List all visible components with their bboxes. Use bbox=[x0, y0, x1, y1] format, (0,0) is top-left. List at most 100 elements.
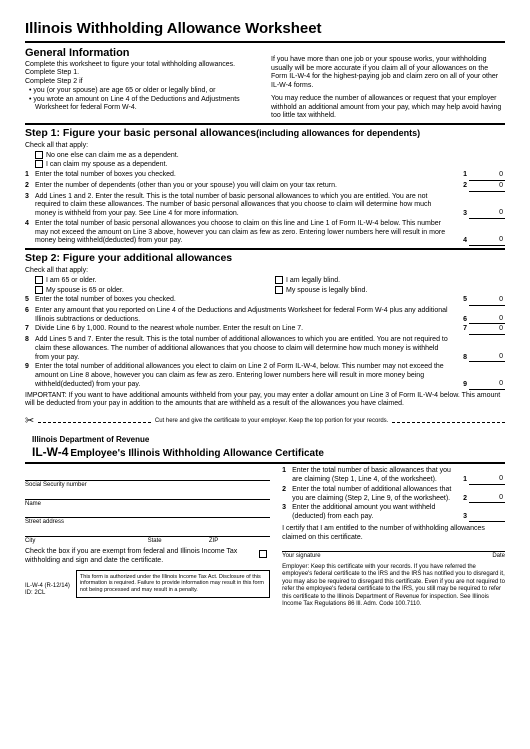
line-value[interactable]: 0 bbox=[469, 325, 505, 335]
page-title: Illinois Withholding Allowance Worksheet bbox=[25, 20, 505, 39]
line-num-r: 1 bbox=[457, 476, 467, 485]
line-value[interactable] bbox=[469, 521, 505, 522]
line-num-r: 2 bbox=[457, 495, 467, 504]
line-num-r: 8 bbox=[457, 354, 467, 363]
line-text: Enter any amount that you reported on Li… bbox=[35, 307, 457, 325]
line-num-r: 6 bbox=[457, 316, 467, 325]
divider bbox=[25, 248, 505, 250]
line-text: Enter the total number of boxes you chec… bbox=[35, 296, 457, 305]
exempt-text: Check the box if you are exempt from fed… bbox=[25, 548, 253, 566]
line-value[interactable]: 0 bbox=[469, 296, 505, 306]
city-field[interactable]: City bbox=[25, 538, 148, 546]
line-value[interactable]: 0 bbox=[469, 236, 505, 246]
employer-note: Employer: Keep this certificate with you… bbox=[282, 564, 505, 609]
step1-sub: (including allowances for dependents) bbox=[256, 128, 420, 138]
street-field[interactable]: Street address bbox=[25, 517, 270, 527]
line-num: 7 bbox=[25, 325, 35, 334]
check-label: I can claim my spouse as a dependent. bbox=[46, 161, 167, 168]
step1-heading: Step 1: Figure your basic personal allow… bbox=[25, 127, 505, 140]
gen-info-heading: General Information bbox=[25, 47, 259, 61]
line-value[interactable]: 0 bbox=[469, 315, 505, 325]
line-value[interactable]: 0 bbox=[469, 380, 505, 390]
line-num-r: 1 bbox=[457, 171, 467, 180]
line-num: 3 bbox=[25, 193, 35, 202]
scissors-icon: ✂ bbox=[25, 415, 34, 429]
line-text: Enter the total number of additional all… bbox=[35, 363, 457, 389]
checkbox-65[interactable] bbox=[35, 276, 43, 284]
step1-checkall: Check all that apply: bbox=[25, 142, 505, 151]
line-value[interactable]: 0 bbox=[469, 182, 505, 192]
checkbox-blind[interactable] bbox=[275, 276, 283, 284]
checkbox-spouse[interactable] bbox=[35, 160, 43, 168]
check-label: My spouse is legally blind. bbox=[286, 286, 367, 293]
name-field[interactable]: Name bbox=[25, 499, 270, 509]
line-text: Enter the total number of additional all… bbox=[292, 486, 457, 504]
cut-dash bbox=[392, 422, 505, 423]
line-num: 9 bbox=[25, 363, 35, 372]
line-num: 2 bbox=[282, 486, 292, 495]
line-num-r: 9 bbox=[457, 381, 467, 390]
cut-text: Cut here and give the certificate to you… bbox=[151, 418, 392, 426]
line-num-r: 7 bbox=[457, 325, 467, 334]
line-num: 6 bbox=[25, 307, 35, 316]
check-label: My spouse is 65 or older. bbox=[46, 286, 124, 293]
line-text: Add Lines 5 and 7. Enter the result. Thi… bbox=[35, 336, 457, 362]
footer-id: ID: 2CL bbox=[25, 590, 70, 598]
dept-name: Illinois Department of Revenue bbox=[32, 435, 505, 445]
line-text: Divide Line 6 by 1,000. Round to the nea… bbox=[35, 325, 457, 334]
line-num: 4 bbox=[25, 220, 35, 229]
gen-b1: • you (or your spouse) are age 65 or old… bbox=[25, 87, 259, 96]
line-value[interactable]: 0 bbox=[469, 171, 505, 181]
line-num-r: 3 bbox=[457, 210, 467, 219]
line-value[interactable]: 0 bbox=[469, 209, 505, 219]
checkbox-spouse65[interactable] bbox=[35, 286, 43, 294]
line-num: 3 bbox=[282, 504, 292, 513]
gen-b2: • you wrote an amount on Line 4 of the D… bbox=[25, 96, 259, 114]
line-value[interactable]: 0 bbox=[469, 494, 505, 504]
line-num: 5 bbox=[25, 296, 35, 305]
line-text: Enter the additional amount you want wit… bbox=[292, 504, 457, 522]
zip-field[interactable]: ZIP bbox=[209, 538, 270, 546]
line-text: Enter the number of dependents (other th… bbox=[35, 182, 457, 191]
checkbox-spouseblind[interactable] bbox=[275, 286, 283, 294]
certify-text: I certify that I am entitled to the numb… bbox=[282, 525, 505, 543]
line-num-r: 5 bbox=[457, 296, 467, 305]
form-code: IL-W-4 bbox=[32, 445, 68, 459]
line-text: Add Lines 1 and 2. Enter the result. Thi… bbox=[35, 193, 457, 219]
step2-heading: Step 2: Figure your additional allowance… bbox=[25, 252, 505, 265]
ssn-field[interactable]: Social Security number bbox=[25, 480, 270, 490]
check-label: I am 65 or older. bbox=[46, 277, 97, 284]
gen-r1: If you have more than one job or your sp… bbox=[271, 56, 505, 91]
gen-p3: Complete Step 2 if bbox=[25, 78, 259, 87]
divider bbox=[25, 41, 505, 43]
line-value[interactable]: 0 bbox=[469, 475, 505, 485]
gen-p1: Complete this worksheet to figure your t… bbox=[25, 61, 259, 70]
line-num-r: 4 bbox=[457, 237, 467, 246]
important-note: IMPORTANT: If you want to have additiona… bbox=[25, 392, 505, 410]
line-value[interactable]: 0 bbox=[469, 353, 505, 363]
gen-r2: You may reduce the number of allowances … bbox=[271, 95, 505, 121]
line-num: 1 bbox=[282, 467, 292, 476]
checkbox-exempt[interactable] bbox=[259, 550, 267, 558]
step1-title: Step 1: Figure your basic personal allow… bbox=[25, 127, 256, 139]
state-field[interactable]: State bbox=[148, 538, 209, 546]
line-num-r: 3 bbox=[457, 513, 467, 522]
signature-field[interactable]: Your signature bbox=[282, 553, 492, 561]
line-num-r: 2 bbox=[457, 182, 467, 191]
line-num: 1 bbox=[25, 171, 35, 180]
gen-p2: Complete Step 1. bbox=[25, 69, 259, 78]
line-text: Enter the total number of basic allowanc… bbox=[292, 467, 457, 485]
step2-checkall: Check all that apply: bbox=[25, 267, 505, 276]
line-text: Enter the total number of basic personal… bbox=[35, 220, 457, 246]
checkbox-dependent[interactable] bbox=[35, 151, 43, 159]
city-row: City State ZIP bbox=[25, 536, 270, 546]
divider bbox=[25, 462, 505, 464]
auth-box: This form is authorized under the Illino… bbox=[76, 570, 270, 598]
date-field[interactable]: Date bbox=[492, 553, 505, 561]
line-num: 8 bbox=[25, 336, 35, 345]
check-label: No one else can claim me as a dependent. bbox=[46, 152, 179, 159]
footer-rev: IL-W-4 (R-12/14) bbox=[25, 583, 70, 591]
cut-dash bbox=[38, 422, 151, 423]
cert-title: Employee's Illinois Withholding Allowanc… bbox=[70, 448, 324, 459]
line-num: 2 bbox=[25, 182, 35, 191]
